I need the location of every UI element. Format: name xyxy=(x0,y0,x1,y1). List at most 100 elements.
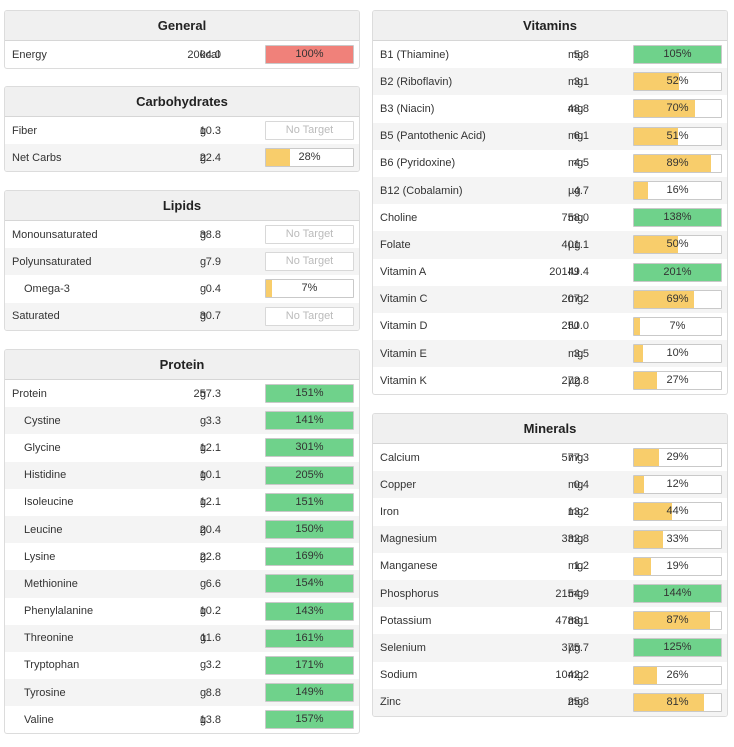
nutrient-row[interactable]: B3 (Niacin) 48.8 mg 70% xyxy=(373,95,727,122)
progress-label: 141% xyxy=(295,414,324,427)
row-list: Monounsaturated 38.8 g No Target Polyunsatur… xyxy=(5,221,359,330)
progress-fill xyxy=(634,127,679,145)
nutrient-amount: 0.4 xyxy=(573,478,589,491)
nutrient-row[interactable]: B6 (Pyridoxine) 4.5 mg 89% xyxy=(373,150,727,177)
nutrient-row[interactable]: Vitamin E 3.5 mg 10% xyxy=(373,340,727,368)
nutrient-name: Magnesium xyxy=(380,533,437,546)
nutrient-row[interactable]: Magnesium 332.8 mg 33% xyxy=(373,525,727,553)
progress-label: 89% xyxy=(666,156,689,169)
progress-label: 201% xyxy=(663,265,692,278)
nutrient-row[interactable]: Vitamin K 272.8 µg 27% xyxy=(373,367,727,394)
nutrient-row[interactable]: Net Carbs 22.4 g 28% xyxy=(5,144,359,172)
nutrient-row[interactable]: Calcium 577.3 mg 29% xyxy=(373,444,727,471)
progress-fill xyxy=(634,585,721,603)
nutrient-name: Cystine xyxy=(24,414,61,427)
nutrient-row[interactable]: Fiber 10.3 g No Target xyxy=(5,117,359,144)
nutrient-row[interactable]: Selenium 375.7 µg 125% xyxy=(373,634,727,662)
nutrient-amount: 6.6 xyxy=(205,577,221,590)
progress-label: 16% xyxy=(666,184,689,197)
nutrient-name: Selenium xyxy=(380,641,426,654)
nutrient-row[interactable]: Lysine 22.8 g 169% xyxy=(5,543,359,570)
nutrient-row[interactable]: Manganese 1.2 mg 19% xyxy=(373,553,727,580)
progress-fill xyxy=(634,666,657,684)
nutrient-row[interactable]: Phosphorus 2154.9 mg 144% xyxy=(373,579,727,608)
nutrient-row[interactable]: Vitamin D 250.0 IU 7% xyxy=(373,313,727,340)
nutrient-row[interactable]: Cystine 3.3 g 141% xyxy=(5,407,359,435)
progress-label: 28% xyxy=(298,151,321,164)
nutrient-amount: 0.4 xyxy=(205,282,221,295)
nutrient-row[interactable]: Vitamin C 207.2 mg 69% xyxy=(373,285,727,313)
nutrient-row[interactable]: Iron 13.2 mg 44% xyxy=(373,498,727,525)
nutrient-unit: mg xyxy=(568,560,584,573)
nutrient-row[interactable]: Zinc 25.8 mg 81% xyxy=(373,688,727,716)
nutrient-unit: mg xyxy=(568,696,584,709)
progress-fill xyxy=(634,182,648,200)
nutrient-unit: µg xyxy=(568,184,581,197)
nutrient-name: Vitamin C xyxy=(380,293,428,306)
nutrient-amount: 25.8 xyxy=(567,696,589,709)
nutrient-row[interactable]: Omega-3 0.4 g 7% xyxy=(5,275,359,302)
nutrient-row[interactable]: Histidine 10.1 g 205% xyxy=(5,461,359,489)
nutrient-row[interactable]: B5 (Pantothenic Acid) 6.1 mg 51% xyxy=(373,122,727,150)
nutrient-unit: g xyxy=(200,550,207,563)
nutrient-amount: 30.7 xyxy=(199,310,221,323)
nutrient-amount: 38.8 xyxy=(199,228,221,241)
nutrient-row[interactable]: Leucine 20.4 g 150% xyxy=(5,515,359,544)
nutrient-unit: g xyxy=(200,282,207,295)
nutrient-row[interactable]: Phenylalanine 10.2 g 143% xyxy=(5,598,359,625)
panel-general: General Energy 2004.0 kcal 100% xyxy=(4,10,360,70)
progress-label: No Target xyxy=(285,228,334,241)
nutrient-amount: 3.5 xyxy=(573,347,589,360)
nutrient-row[interactable]: Monounsaturated 38.8 g No Target xyxy=(5,221,359,248)
nutrient-name: Polyunsaturated xyxy=(12,255,92,268)
nutrient-row[interactable]: Copper 0.4 mg 12% xyxy=(373,471,727,499)
nutrient-name: Isoleucine xyxy=(24,496,74,509)
nutrient-name: B5 (Pantothenic Acid) xyxy=(380,130,486,143)
nutrient-row[interactable]: Polyunsaturated 7.9 g No Target xyxy=(5,248,359,276)
nutrient-unit: mg xyxy=(568,587,584,600)
nutrient-amount: 13.2 xyxy=(567,505,589,518)
nutrient-name: Zinc xyxy=(380,696,401,709)
nutrient-row[interactable]: B1 (Thiamine) 5.8 mg 105% xyxy=(373,41,727,68)
progress-label: 33% xyxy=(666,532,689,545)
nutrient-row[interactable]: B12 (Cobalamin) 4.7 µg 16% xyxy=(373,176,727,205)
nutrient-row[interactable]: Isoleucine 12.1 g 151% xyxy=(5,489,359,516)
nutrient-row[interactable]: Tyrosine 8.8 g 149% xyxy=(5,679,359,707)
nutrient-row[interactable]: Tryptophan 3.2 g 171% xyxy=(5,652,359,679)
nutrient-row[interactable]: Saturated 30.7 g No Target xyxy=(5,302,359,330)
progress-fill xyxy=(266,711,353,729)
nutrient-row[interactable]: Protein 257.3 g 151% xyxy=(5,380,359,407)
panel-title: Lipids xyxy=(5,191,359,221)
nutrient-name: Folate xyxy=(380,238,411,251)
nutrient-row[interactable]: Valine 13.8 g 157% xyxy=(5,706,359,733)
nutrient-row[interactable]: B2 (Riboflavin) 3.1 mg 52% xyxy=(373,68,727,96)
progress-label: 157% xyxy=(295,713,324,726)
progress-label: 100% xyxy=(295,48,324,61)
progress-fill xyxy=(634,236,678,254)
progress-label: 301% xyxy=(295,441,324,454)
nutrient-row[interactable]: Choline 758.0 mg 138% xyxy=(373,204,727,231)
target-progress-bar: 138% xyxy=(633,208,722,228)
nutrient-row[interactable]: Methionine 6.6 g 154% xyxy=(5,570,359,598)
progress-label: 171% xyxy=(295,658,324,671)
nutrient-row[interactable]: Glycine 12.1 g 301% xyxy=(5,434,359,461)
nutrient-row[interactable]: Sodium 1042.2 mg 26% xyxy=(373,662,727,689)
nutrient-amount: 207.2 xyxy=(561,293,589,306)
nutrient-row[interactable]: Vitamin A 20149.4 IU 201% xyxy=(373,259,727,286)
progress-fill xyxy=(634,557,651,575)
progress-fill xyxy=(634,263,721,281)
nutrient-row[interactable]: Potassium 4788.1 mg 87% xyxy=(373,607,727,634)
row-list: B1 (Thiamine) 5.8 mg 105% B2 (Riboflavin) 3.1… xyxy=(373,41,727,394)
nutrient-row[interactable]: Folate 401.1 µg 50% xyxy=(373,231,727,259)
nutrient-row[interactable]: Threonine 11.6 g 161% xyxy=(5,624,359,652)
target-progress-bar: 52% xyxy=(633,72,722,92)
nutrient-amount: 12.1 xyxy=(199,496,221,509)
nutrient-row[interactable]: Energy 2004.0 kcal 100% xyxy=(5,41,359,68)
nutrient-amount: 22.8 xyxy=(199,550,221,563)
nutrient-name: Phosphorus xyxy=(380,587,439,600)
nutrient-unit: g xyxy=(200,441,207,454)
panel-title: Vitamins xyxy=(373,11,727,41)
progress-label: 50% xyxy=(666,238,689,251)
progress-fill xyxy=(634,639,721,657)
panel-title: Carbohydrates xyxy=(5,87,359,117)
